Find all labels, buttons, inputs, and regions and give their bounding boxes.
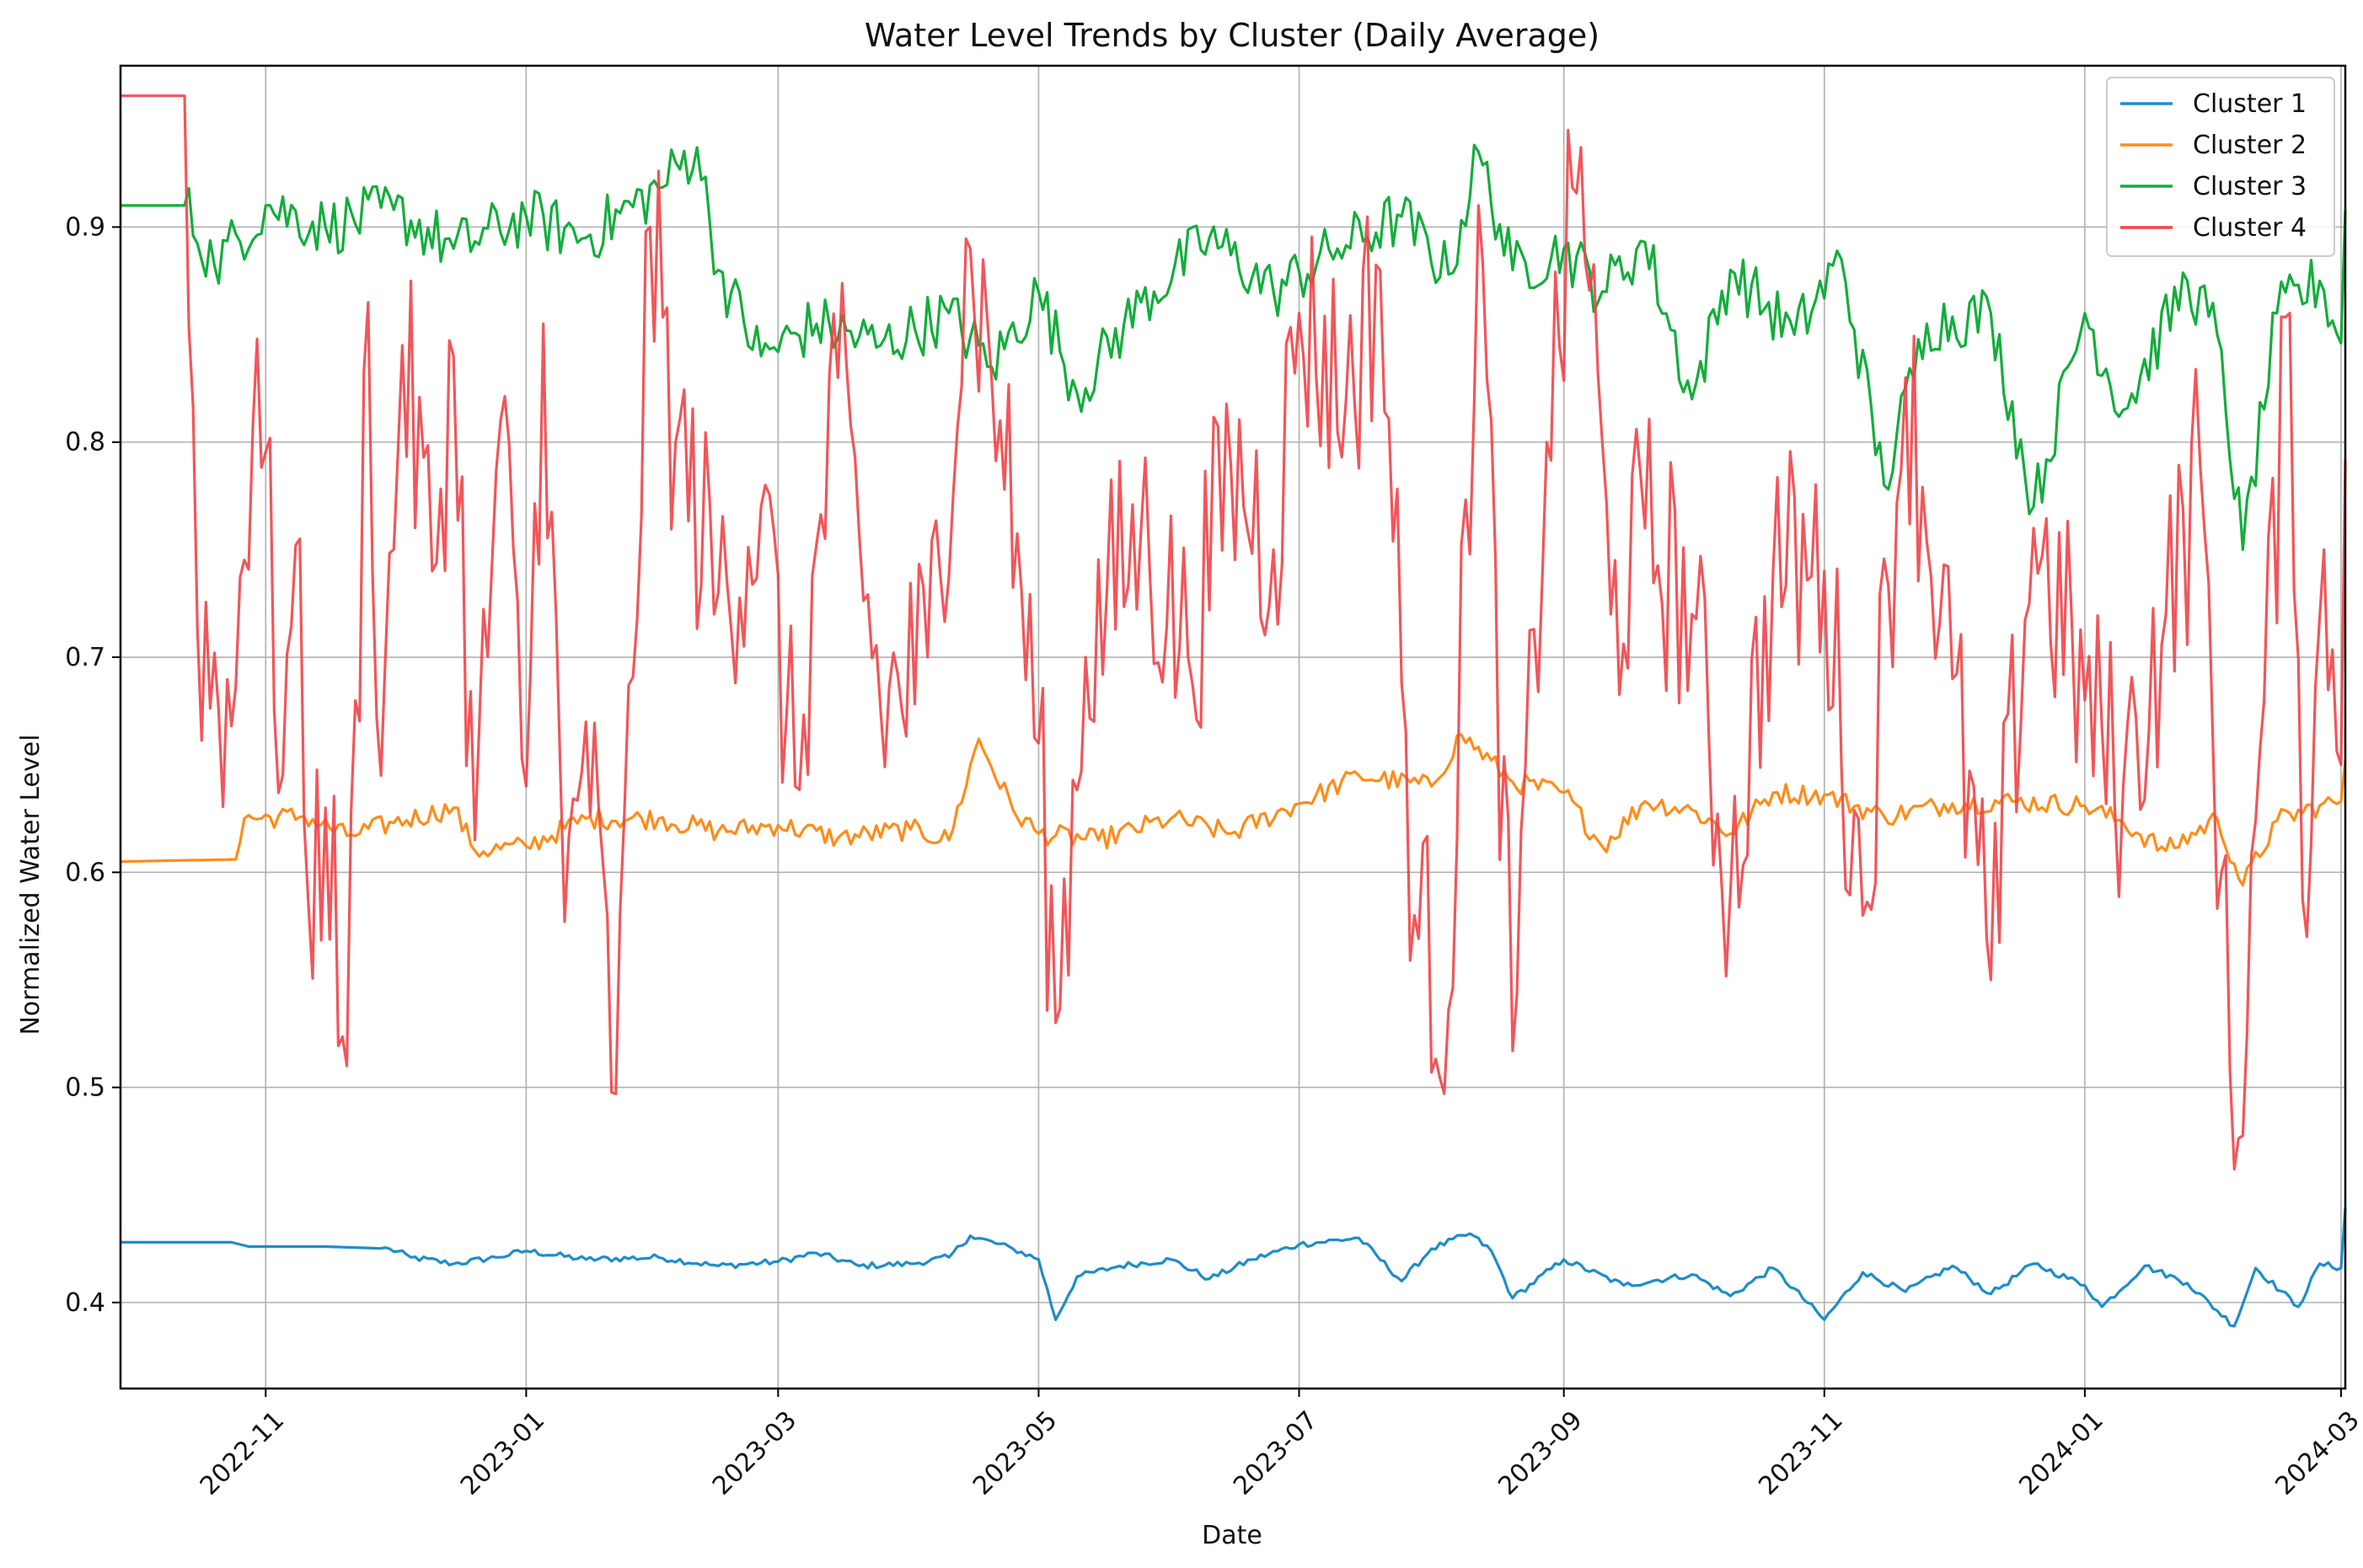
y-axis: 0.4 0.5 0.6 0.7 0.8 0.9 — [65, 212, 121, 1318]
series-line-cluster-3 — [121, 143, 2347, 551]
y-tick-label: 0.5 — [65, 1073, 105, 1103]
series-line-cluster-1 — [121, 1207, 2347, 1328]
chart-title: Water Level Trends by Cluster (Daily Ave… — [865, 17, 1599, 54]
legend-label-cluster-4: Cluster 4 — [2193, 213, 2307, 243]
legend-label-cluster-3: Cluster 3 — [2193, 172, 2307, 201]
y-axis-title: Normalized Water Level — [16, 734, 46, 1035]
y-tick-label: 0.4 — [65, 1288, 105, 1318]
legend-frame — [2106, 77, 2335, 257]
legend-label-cluster-1: Cluster 1 — [2193, 89, 2307, 119]
series-lines — [120, 94, 2347, 1328]
series-line-cluster-4 — [121, 94, 2347, 1171]
y-tick-label: 0.7 — [65, 643, 105, 672]
plot-area-frame — [119, 64, 2347, 1390]
y-tick-label: 0.6 — [65, 858, 105, 887]
y-tick-label: 0.8 — [65, 428, 105, 458]
gridlines — [121, 66, 2345, 1389]
y-tick-label: 0.9 — [65, 212, 105, 242]
legend-label-cluster-2: Cluster 2 — [2193, 131, 2307, 160]
x-axis-title: Date — [1202, 1521, 1262, 1550]
legend: Cluster 1 Cluster 2 Cluster 3 Cluster 4 — [2106, 77, 2335, 257]
